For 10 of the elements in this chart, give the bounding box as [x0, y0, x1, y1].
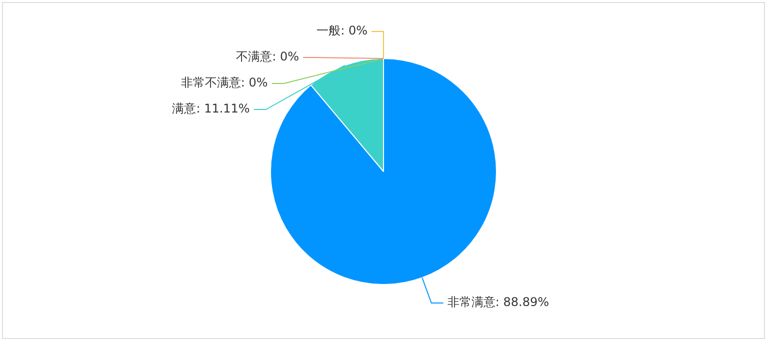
text: : 0%	[240, 76, 268, 90]
category-label: 非常不满意	[180, 76, 241, 90]
data-label: : 11.11%	[196, 102, 250, 116]
slice-label: 非常满意	[447, 295, 496, 310]
text: : 0%	[340, 24, 368, 38]
category-label: 不满意	[236, 50, 272, 64]
category-label: 一般	[316, 24, 341, 38]
slice-label: 满意	[172, 102, 196, 116]
text: : 0%	[272, 50, 300, 64]
data-label: : 88.89%	[495, 295, 550, 310]
